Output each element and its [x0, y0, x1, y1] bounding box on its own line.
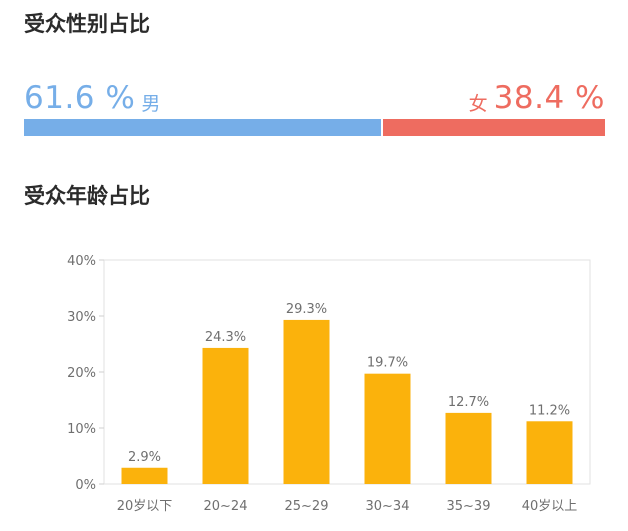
bar-value-label: 19.7%: [367, 356, 408, 371]
ratio-divider: [380, 119, 383, 136]
male-percent: 61.6 %: [24, 80, 136, 116]
x-tick-label: 20岁以下: [117, 499, 173, 514]
y-tick-label: 40%: [67, 254, 96, 269]
x-tick-label: 20~24: [204, 499, 248, 514]
male-ratio-segment: [24, 119, 381, 136]
bar: [364, 373, 411, 484]
bar: [526, 421, 573, 484]
x-tick-label: 40岁以上: [522, 499, 578, 514]
bar: [445, 412, 492, 484]
age-section-title: 受众年龄占比: [24, 184, 150, 208]
gender-section-title: 受众性别占比: [24, 12, 150, 36]
gender-ratio-bar: [24, 119, 605, 136]
plot-frame: [103, 259, 591, 485]
female-label: 女: [468, 93, 488, 115]
female-ratio-segment: [382, 119, 605, 136]
x-tick-label: 25~29: [285, 499, 329, 514]
female-percent: 38.4 %: [493, 80, 605, 116]
male-label: 男: [141, 93, 161, 115]
bar-value-label: 2.9%: [128, 450, 161, 465]
bar: [283, 319, 330, 484]
gender-ratio-row: 61.6 % 男 女 38.4 %: [24, 82, 605, 115]
male-stat: 61.6 % 男: [24, 82, 160, 118]
bar-value-label: 11.2%: [529, 403, 570, 418]
bar-value-label: 24.3%: [205, 330, 246, 345]
x-tick-label: 35~39: [447, 499, 491, 514]
bar: [121, 467, 168, 484]
y-tick-label: 30%: [67, 310, 96, 325]
bar-value-label: 29.3%: [286, 302, 327, 317]
y-tick-label: 10%: [67, 422, 96, 437]
age-bar-chart: 0% 10% 20% 30% 40% 2.9% 20岁以下 24.3% 20~24 29.3% 25…: [67, 254, 591, 514]
y-tick-label: 20%: [67, 366, 96, 381]
female-stat: 女 38.4 %: [469, 82, 605, 118]
y-tick-label: 0%: [75, 478, 96, 493]
bar-value-label: 12.7%: [448, 395, 489, 410]
bar: [202, 347, 249, 484]
x-tick-label: 30~34: [366, 499, 410, 514]
